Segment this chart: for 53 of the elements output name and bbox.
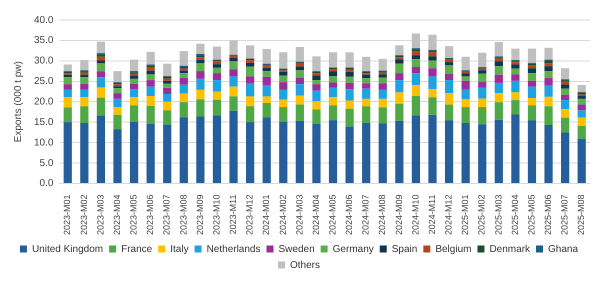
x-tick-label: 2024-M02 <box>278 194 288 236</box>
x-tick-label: 2024-M05 <box>328 194 338 236</box>
x-tick-label: 2023-M09 <box>194 194 205 236</box>
x-tick-label: 2024-M11 <box>426 194 437 234</box>
legend-label: Denmark <box>489 244 532 255</box>
x-tick-label: 2024-M10 <box>410 194 420 236</box>
x-tick-label: 2023-M06 <box>145 194 156 236</box>
x-tick-label: 2023-M08 <box>178 194 188 236</box>
y-tick-label: 5.0 <box>40 158 54 169</box>
y-tick-label: 35.0 <box>34 35 54 46</box>
x-tick-label: 2025-M03 <box>493 194 504 236</box>
y-tick-label: 10.0 <box>34 137 54 148</box>
x-tick-label: 2024-M12 <box>444 194 454 236</box>
x-tick-label: 2023-M04 <box>112 194 122 236</box>
x-tick-label: 2023-M11 <box>228 194 238 234</box>
x-tick-label: 2023-M07 <box>162 194 172 236</box>
x-tick-label: 2023-M01 <box>62 194 72 236</box>
legend-label: Germany <box>332 244 374 255</box>
x-tick-label: 2024-M04 <box>310 194 321 236</box>
legend-label: Netherlands <box>206 244 260 255</box>
x-tick-label: 2025-M06 <box>543 194 554 236</box>
legend-label: United Kingdom <box>32 244 104 255</box>
x-tick-label: 2023-M12 <box>244 194 255 236</box>
x-tick-label: 2024-M03 <box>294 194 304 236</box>
legend-label: Italy <box>170 244 189 255</box>
x-tick-label: 2023-M02 <box>78 194 89 236</box>
legend-label: Sweden <box>278 244 315 255</box>
x-tick-label: 2025-M05 <box>526 194 536 236</box>
x-tick-label: 2024-M07 <box>360 194 371 236</box>
y-tick-label: 0.0 <box>40 178 54 190</box>
y-tick-label: 15.0 <box>34 116 54 128</box>
x-tick-label: 2025-M08 <box>576 194 586 236</box>
x-tick-label: 2025-M07 <box>560 194 570 236</box>
legend-label: Spain <box>392 244 418 255</box>
x-tick-label: 2025-M04 <box>510 194 520 236</box>
y-tick-label: 20.0 <box>34 96 54 108</box>
x-tick-label: 2023-M10 <box>211 194 222 236</box>
x-tick-label: 2024-M01 <box>261 194 272 236</box>
legend-label: Ghana <box>548 244 578 255</box>
x-tick-label: 2024-M06 <box>344 194 354 236</box>
x-tick-label: 2023-M03 <box>95 194 106 236</box>
x-tick-label: 2025-M01 <box>460 194 470 236</box>
legend-label: Others <box>290 260 320 271</box>
y-tick-label: 30.0 <box>34 56 54 67</box>
legend-label: France <box>121 244 153 255</box>
legend-label: Belgium <box>435 244 472 255</box>
x-tick-label: 2024-M08 <box>377 194 388 236</box>
y-tick-label: 25.0 <box>34 76 54 88</box>
y-tick-label: 40.0 <box>34 14 54 26</box>
x-tick-label: 2025-M02 <box>476 194 487 236</box>
x-tick-label: 2024-M09 <box>394 194 404 236</box>
x-tick-label: 2023-M05 <box>128 194 139 236</box>
y-axis-title: Exports (000 t pw) <box>12 61 24 142</box>
